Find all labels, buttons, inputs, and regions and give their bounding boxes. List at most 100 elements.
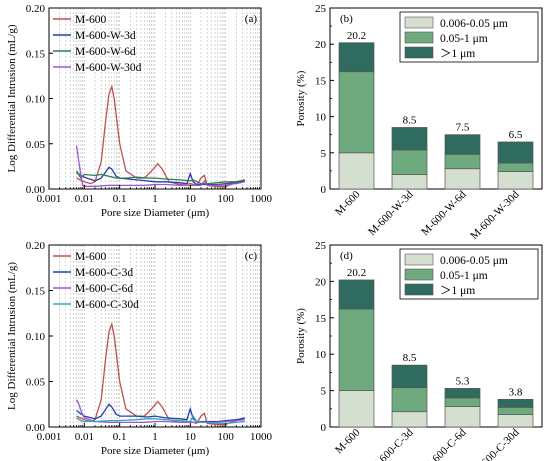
x-tick-label: 1000 [250,431,273,443]
bar-total-label: 20.2 [347,267,366,279]
y-tick-label: 0.20 [26,240,46,252]
y-tick-label: 25 [315,3,327,15]
bar-segment-2 [391,127,428,151]
x-tick-label: 1 [152,431,158,443]
category-label: M-600-W-3d [366,188,416,238]
panel-label: (b) [340,13,353,25]
bar-total-label: 7.5 [456,122,470,134]
category-label: M-600-W-30d [468,188,522,242]
bar-total-label: 8.5 [403,114,417,126]
bar-segment-1 [497,162,534,172]
bar-segment-2 [338,42,375,73]
x-tick-label: 0.01 [75,431,94,443]
x-tick-label: 100 [217,193,234,205]
y-tick-label: 10 [315,349,327,361]
bar-segment-1 [444,397,481,407]
y-axis-title: Log Differential Intrusion (mL/g) [6,262,18,410]
bar-segment-0 [338,390,375,428]
bar-total-label: 3.8 [509,386,523,398]
legend-swatch [404,283,434,296]
y-axis-title: Log Differential Intrusion (mL/g) [6,24,18,172]
legend-swatch [404,268,434,281]
y-tick-label: 5 [321,148,327,160]
y-tick-label: 0.20 [26,3,46,15]
series-line-2 [75,170,246,185]
y-tick-label: 20 [315,276,327,288]
bar-segment-0 [497,171,534,190]
panel-a: 0.001 0.01 0.1 1 10 100 1000 0.00 0.05 0.10 0.15 0.… [6,3,273,219]
bar-total-label: 5.3 [456,375,470,387]
panel-label: (c) [245,250,258,262]
bar-segment-1 [391,387,428,413]
y-tick-label: 25 [315,240,327,252]
series-line-3 [76,414,245,425]
bar-segment-0 [391,174,428,190]
series-line-3 [75,145,246,187]
bar-total-label: 8.5 [403,352,417,364]
x-tick-label: 0.001 [37,193,62,205]
panel-label: (d) [340,250,353,262]
y-tick-label: 0 [321,422,327,434]
y-axis-title: Porosity (%) [295,308,307,364]
y-tick-label: 0.10 [26,94,46,106]
y-tick-label: 0 [321,184,327,196]
x-axis-title: Pore size Diameter (μm) [101,207,210,219]
y-tick-label: 0.00 [26,422,46,434]
x-tick-label: 10 [185,193,197,205]
legend-label: M-600 [75,251,107,263]
bar-segment-2 [338,279,375,310]
x-tick-label: 1000 [250,193,273,205]
y-tick-label: 0.10 [26,331,46,343]
panel-d: 20.2 M-600 8.5 M-600-C-3d 5.3 M-600-C-6d 3.8 M-… [295,240,543,461]
legend-label: M-600 [75,14,107,26]
legend-label: 0.006-0.05 μm [440,255,508,267]
legend-swatch [404,46,434,59]
y-tick-label: 20 [315,39,327,51]
x-axis-title: Pore size Diameter (μm) [101,445,210,457]
panel-b: 20.2 M-600 8.5 M-600-W-3d 7.5 M-600-W-6d 6.5 M-… [295,3,543,242]
legend-label: M-600-C-30d [75,299,139,311]
x-tick-label: 1 [152,193,158,205]
legend-label: 0.05-1 μm [440,270,488,282]
category-label: M-600-C-3d [368,426,416,461]
category-label: M-600 [333,188,363,218]
series-line-0 [76,321,246,425]
category-label: M-600-C-30d [470,426,522,461]
legend-label: ＞1 μm [440,48,475,60]
panel-c: 0.001 0.01 0.1 1 10 100 1000 0.00 0.05 0.10 0.15 0.… [6,240,273,457]
bar-segment-0 [444,406,481,428]
panel-label: (a) [245,13,258,25]
legend-label: ＞1 μm [440,285,475,297]
y-tick-label: 0.00 [26,184,46,196]
legend-swatch [404,16,434,29]
legend-label: 0.006-0.05 μm [440,18,508,30]
bar-segment-1 [444,153,481,170]
bar-total-label: 20.2 [347,30,366,42]
bar-segment-0 [444,168,481,190]
legend-label: M-600-C-3d [75,267,133,279]
y-tick-label: 10 [315,112,327,124]
bar-segment-0 [391,411,428,428]
bar-segment-2 [444,134,481,155]
series-line-2 [75,399,245,424]
category-label: M-600-W-6d [419,188,469,238]
legend-label: M-600-W-30d [75,62,142,74]
bar-segment-0 [338,152,375,190]
legend-swatch [404,253,434,266]
x-tick-label: 100 [217,431,234,443]
y-tick-label: 5 [321,386,327,398]
x-tick-label: 0.1 [113,193,127,205]
y-tick-label: 15 [315,313,327,325]
bar-segment-2 [391,364,428,389]
y-tick-label: 0.15 [26,48,46,60]
category-label: M-600-C-6d [421,426,469,461]
category-label: M-600 [333,426,363,456]
y-tick-label: 0.15 [26,286,46,298]
series-line-0 [76,84,246,187]
bar-segment-2 [497,141,534,164]
legend-label: 0.05-1 μm [440,33,488,45]
bar-segment-1 [497,406,534,415]
legend-label: M-600-C-6d [75,283,133,295]
legend-label: M-600-W-6d [75,46,136,58]
